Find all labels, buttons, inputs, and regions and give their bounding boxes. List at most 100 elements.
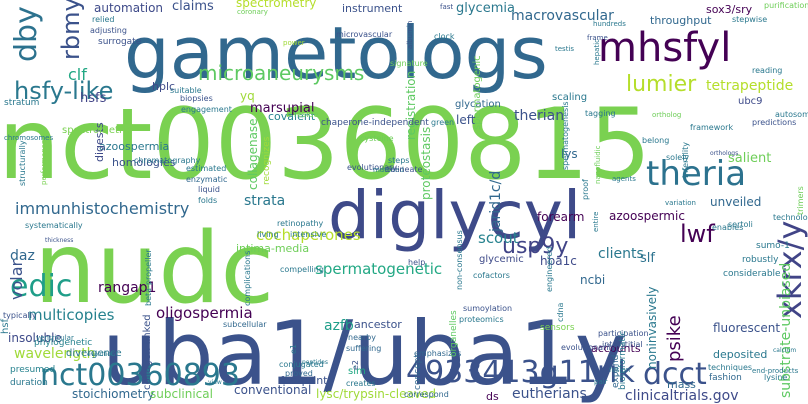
word: usp9y [502,234,568,259]
word: techniques [708,363,752,372]
word: help [408,258,425,267]
word: ubc9 [738,96,763,107]
word: view [208,379,222,386]
word: glycemic [479,254,524,265]
word: recognizes [262,136,272,185]
word: forearm [537,210,584,224]
word: uba1/uba1y [102,302,627,404]
word: marsupial [250,101,314,116]
word: hsfy-like [14,77,113,105]
word: wavelength [14,346,96,362]
word: albumin [406,21,414,49]
word: volar [7,259,26,300]
word: microvascular [336,30,393,39]
word: purification [764,1,808,10]
word: thickness [45,237,73,244]
word: power [283,39,305,47]
word: compelling [280,265,324,274]
word: reading [752,66,782,75]
word: e2 [351,360,360,370]
word: relied [92,15,114,24]
word: nct00360815 [0,88,651,202]
word: scaling [552,92,587,103]
word: proof [581,179,590,200]
word: hsfs [80,91,107,106]
word: coronary [237,8,268,16]
word: divergence [66,348,122,359]
word: slf [640,251,655,266]
word: 4933413g11rik [406,355,635,390]
word: subcellular [223,320,267,329]
word: therian [514,108,564,124]
word: collagen-linked [142,314,153,390]
word: evolution [87,351,115,358]
word: evolutionary [347,163,397,172]
word: proved [285,369,313,378]
word: stratum [4,98,39,108]
word: stepwise [732,15,767,24]
word: jarid1c/d [488,171,504,233]
word: framework [690,123,733,132]
word: nudc [34,212,274,326]
word: nanofluidic [594,145,602,184]
word: conventional [234,383,311,397]
word: liquid [198,185,220,194]
word: testis [555,45,574,53]
word: mass [667,378,696,391]
word: footprint [280,374,328,387]
word: rangap1 [98,280,156,296]
word: sim [348,366,366,377]
word: typically [3,311,37,320]
word: considerable [723,269,781,279]
word: clinicaltrials.gov [625,388,739,404]
word: ds [486,390,499,403]
word: ncbi [580,273,605,287]
word: solely [666,153,689,162]
word: claims [172,0,214,14]
word: evolutionarily [561,343,616,352]
word: beta-propeller [144,249,153,306]
word: strata [244,193,285,209]
word: nearby [348,333,376,342]
word: suitable [170,86,202,95]
word: spectrometric [62,125,131,136]
word: complications [243,251,252,306]
word: insoluble [8,331,62,345]
word: calcium [773,347,796,354]
word: trimers [796,186,805,215]
word: left [456,113,476,127]
word: lysine [764,373,787,382]
word: biopsies [180,94,213,103]
word: hba1c [540,254,577,268]
word: substrate-unbiased [778,263,794,398]
word: folds [198,196,217,205]
word: fusion [609,366,630,374]
word: dcct [643,357,707,392]
word: enables [712,223,743,232]
word: suffering [346,344,381,353]
word: homologies [112,156,176,169]
word: estimated [186,164,226,173]
word: reside [294,110,319,119]
word: throughput [650,14,712,27]
word: autosomes [775,110,808,119]
word: hepatic [593,39,601,65]
word: clf [68,65,87,84]
word: structurally [18,140,27,186]
word: concept [413,354,423,390]
word: intima-media [236,242,309,255]
word: sox3/sry [706,3,753,16]
word: diglycyl [328,177,581,254]
word: systematically [25,221,83,230]
word: tagging [585,109,616,118]
word: chaperone-independent [321,118,429,128]
word: intensive [290,230,327,239]
word: pair [594,378,608,386]
word: green [431,118,454,127]
word: frame [587,34,608,42]
word: adjusting [90,26,127,35]
word: signature [390,59,428,68]
word: azfb [324,318,354,334]
word: accounts [591,342,641,355]
